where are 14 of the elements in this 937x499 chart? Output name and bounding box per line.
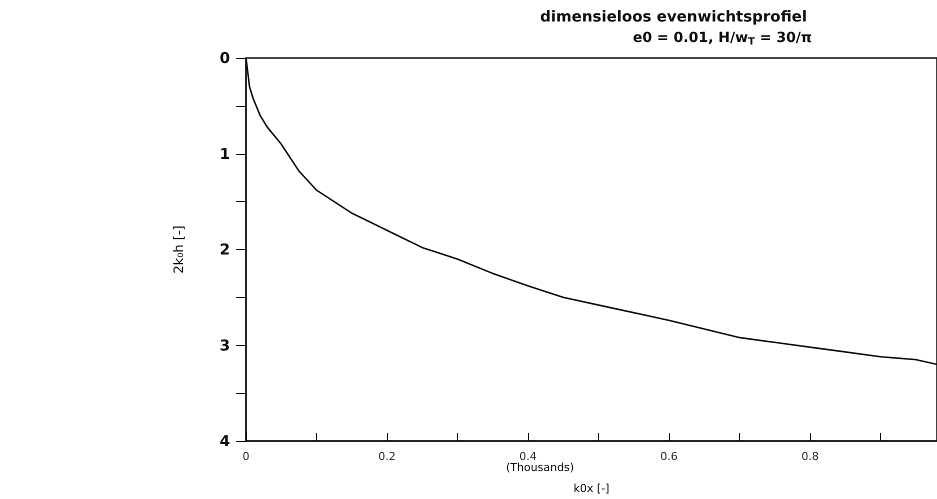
x-tick-label: 0.8 — [801, 450, 819, 463]
x-axis-title: k0x [-] — [574, 482, 610, 495]
y-tick-label: 2 — [220, 240, 230, 258]
y-axis-title: 2k₀h [-] — [172, 225, 187, 274]
x-tick-label: 0.6 — [660, 450, 678, 463]
text: (Thousands) — [506, 461, 574, 474]
y-tick-label: 4 — [220, 432, 230, 450]
x-tick-label: 0 — [242, 450, 250, 463]
y-tick-label: 3 — [220, 336, 230, 354]
x-tick-label: 0.4 — [519, 450, 537, 463]
chart-title: dimensieloos evenwichtsprofiel — [540, 8, 808, 26]
y-tick-label: 1 — [220, 144, 230, 163]
x-tick-label: 0.2 — [378, 450, 396, 463]
y-tick-label: 0 — [220, 49, 230, 67]
